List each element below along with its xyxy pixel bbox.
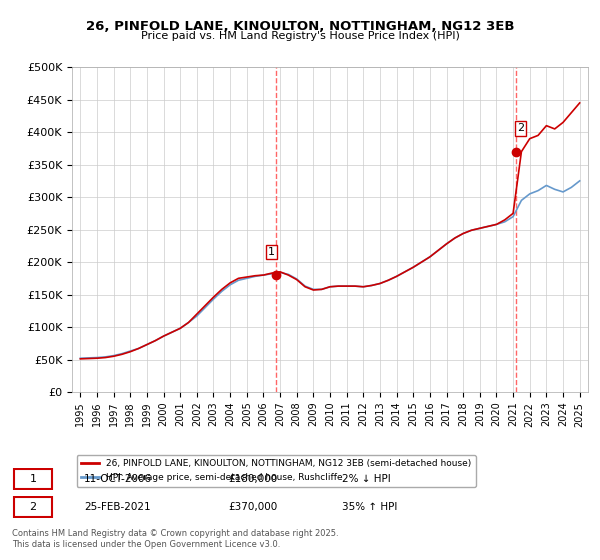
Text: 1: 1: [29, 474, 37, 484]
Text: 2: 2: [517, 123, 524, 133]
Text: 2: 2: [29, 502, 37, 512]
Text: 2% ↓ HPI: 2% ↓ HPI: [342, 474, 391, 484]
Legend: 26, PINFOLD LANE, KINOULTON, NOTTINGHAM, NG12 3EB (semi-detached house), HPI: Av: 26, PINFOLD LANE, KINOULTON, NOTTINGHAM,…: [77, 455, 476, 487]
Text: Contains HM Land Registry data © Crown copyright and database right 2025.
This d: Contains HM Land Registry data © Crown c…: [12, 529, 338, 549]
Text: £370,000: £370,000: [228, 502, 277, 512]
Text: 35% ↑ HPI: 35% ↑ HPI: [342, 502, 397, 512]
Text: 11-OCT-2006: 11-OCT-2006: [84, 474, 152, 484]
Text: 26, PINFOLD LANE, KINOULTON, NOTTINGHAM, NG12 3EB: 26, PINFOLD LANE, KINOULTON, NOTTINGHAM,…: [86, 20, 514, 32]
Text: Price paid vs. HM Land Registry's House Price Index (HPI): Price paid vs. HM Land Registry's House …: [140, 31, 460, 41]
FancyBboxPatch shape: [14, 469, 52, 489]
Text: 25-FEB-2021: 25-FEB-2021: [84, 502, 151, 512]
FancyBboxPatch shape: [14, 497, 52, 517]
Text: £180,000: £180,000: [228, 474, 277, 484]
Text: 1: 1: [268, 247, 275, 257]
